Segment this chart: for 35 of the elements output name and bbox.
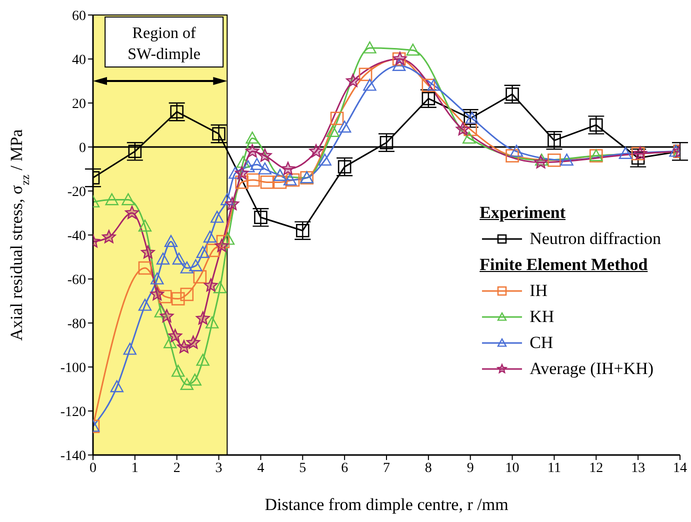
x-tick-label: 13 [631,460,646,476]
y-tick-label: -20 [67,184,86,200]
x-tick-label: 12 [589,460,604,476]
x-tick-label: 3 [215,460,222,476]
x-tick-label: 14 [673,460,687,476]
x-tick-label: 8 [424,460,432,476]
x-tick-label: 7 [383,460,390,476]
y-tick-label: 40 [72,52,86,68]
x-tick-label: 5 [299,460,306,476]
x-tick-label: 2 [173,460,180,476]
legend-label: CH [530,332,554,354]
legend-label: Neutron diffraction [530,228,661,250]
x-tick-label: 11 [547,460,561,476]
x-tick-label: 6 [341,460,348,476]
y-tick-label: -140 [60,448,86,464]
y-tick-label: -80 [67,316,86,332]
annotation: Finite Element Method [480,254,649,276]
x-axis-title: Distance from dimple centre, r /mm [264,495,508,514]
annotation: Experiment [480,202,567,224]
y-tick-label: -60 [67,272,86,288]
y-tick-label: -120 [60,404,86,420]
x-tick-label: 9 [466,460,474,476]
y-tick-label: 60 [72,8,86,24]
y-tick-label: 0 [79,140,86,156]
x-tick-label: 1 [131,460,138,476]
legend-label: Average (IH+KH) [530,358,654,380]
y-tick-label: 20 [72,96,86,112]
legend-label: IH [530,280,548,302]
legend-label: KH [530,306,554,328]
x-tick-label: 0 [90,460,96,476]
band-label: Region of SW-dimple [128,25,201,63]
x-tick-label: 4 [257,460,264,476]
x-tick-label: 10 [505,460,520,476]
y-tick-label: -40 [67,228,86,244]
y-tick-label: -100 [60,360,86,376]
